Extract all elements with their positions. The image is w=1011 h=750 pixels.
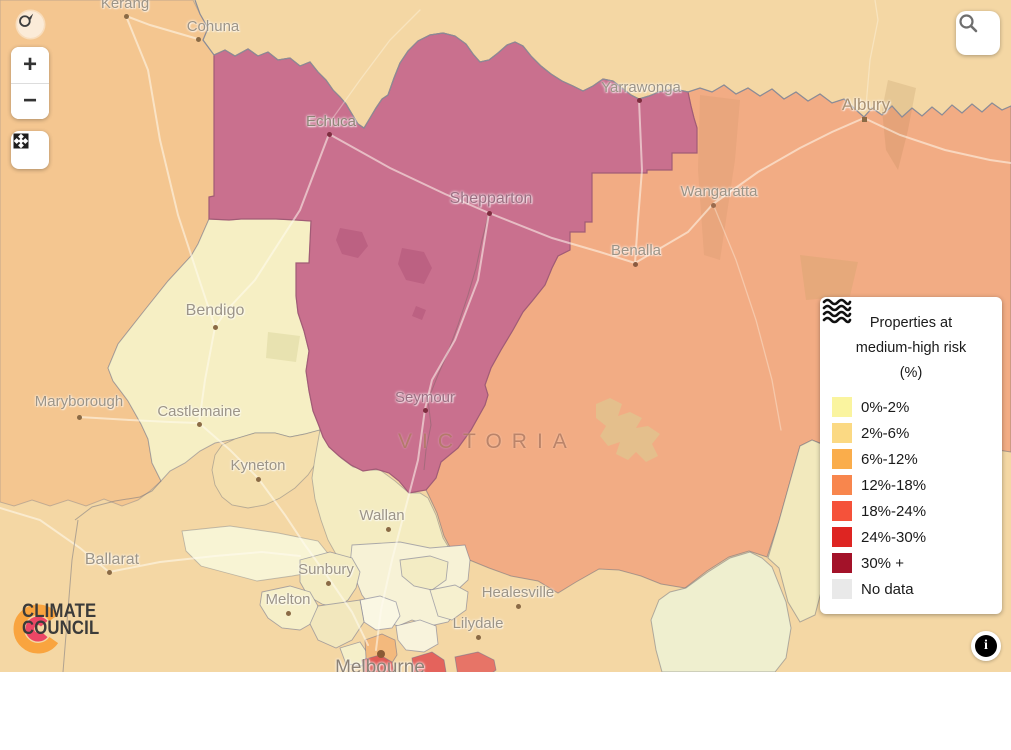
search-button[interactable]: [956, 11, 1000, 55]
lga-boundaries: [62, 480, 162, 672]
roads: [0, 15, 1011, 651]
legend-panel: Properties at medium-high risk (%) 0%-2%…: [820, 297, 1002, 614]
legend-item: 24%-30%: [820, 524, 1002, 550]
town-marker: [515, 603, 521, 609]
legend-label: 30% +: [861, 554, 904, 572]
climate-council-c-icon: [13, 604, 59, 654]
legend-item: 12%-18%: [820, 472, 1002, 498]
zoom-out-button[interactable]: −: [11, 83, 49, 119]
town-marker: [212, 324, 218, 330]
region-kyneton-cream: [211, 429, 323, 509]
lake-eildon: [596, 398, 660, 462]
legend-label: 2%-6%: [861, 424, 910, 442]
town-marker: [106, 569, 112, 575]
legend-item: No data: [820, 576, 1002, 602]
legend-label: 12%-18%: [861, 476, 927, 494]
town-marker: [861, 116, 867, 122]
zoom-in-button[interactable]: +: [11, 47, 49, 83]
town-marker: [255, 476, 261, 482]
legend-title: Properties at medium-high risk (%): [855, 315, 967, 381]
legend-swatch: [832, 579, 852, 599]
legend-header: Properties at medium-high risk (%): [820, 298, 1002, 394]
murray-river: [194, 0, 1011, 129]
town-marker: [632, 261, 638, 267]
climate-council-logo: CLIMATE COUNCIL: [13, 601, 110, 654]
town-marker: [486, 210, 492, 216]
waves-icon: [822, 298, 852, 324]
town-marker: [636, 97, 642, 103]
legend-item: 30% +: [820, 550, 1002, 576]
legend-swatch: [832, 553, 852, 573]
town-marker: [195, 36, 201, 42]
legend-item: 2%-6%: [820, 420, 1002, 446]
compass-arrow-icon: [19, 13, 34, 27]
legend-swatch: [832, 423, 852, 443]
legend-swatch: [832, 527, 852, 547]
town-marker: [385, 526, 391, 532]
legend-swatch: [832, 449, 852, 469]
region-yarra-pale: [650, 551, 792, 672]
info-button[interactable]: i: [971, 631, 1001, 661]
bottom-white-bar: [0, 672, 1011, 750]
legend-swatch: [832, 501, 852, 521]
town-marker: [326, 131, 332, 137]
legend-rows: 0%-2% 2%-6% 6%-12% 12%-18% 18%-24% 24%-30% 30%…: [820, 394, 1002, 602]
town-marker: [76, 414, 82, 420]
legend-swatch: [832, 475, 852, 495]
search-icon: [959, 14, 978, 33]
town-marker: [196, 421, 202, 427]
legend-label: 6%-12%: [861, 450, 918, 468]
legend-item: 6%-12%: [820, 446, 1002, 472]
zoom-divider: [11, 82, 49, 84]
legend-item: 0%-2%: [820, 394, 1002, 420]
legend-label: 18%-24%: [861, 502, 927, 520]
info-icon: i: [975, 635, 997, 657]
legend-label: 0%-2%: [861, 398, 910, 416]
map-canvas[interactable]: Kerang Cohuna Echuca Yarrawonga Albury Wangar…: [0, 0, 1011, 672]
town-marker: [285, 610, 291, 616]
legend-label: 24%-30%: [861, 528, 927, 546]
town-marker: [325, 580, 331, 586]
zoom-control: + −: [11, 47, 49, 119]
legend-label: No data: [861, 580, 914, 598]
town-marker: [422, 407, 428, 413]
legend-item: 18%-24%: [820, 498, 1002, 524]
fullscreen-button[interactable]: [11, 131, 49, 169]
town-marker: [710, 202, 716, 208]
fullscreen-icon: [13, 133, 29, 149]
town-marker: [475, 634, 481, 640]
legend-swatch: [832, 397, 852, 417]
locate-button[interactable]: [17, 11, 44, 38]
town-marker: [123, 13, 129, 19]
climate-council-wordmark: CLIMATE COUNCIL: [22, 601, 100, 639]
